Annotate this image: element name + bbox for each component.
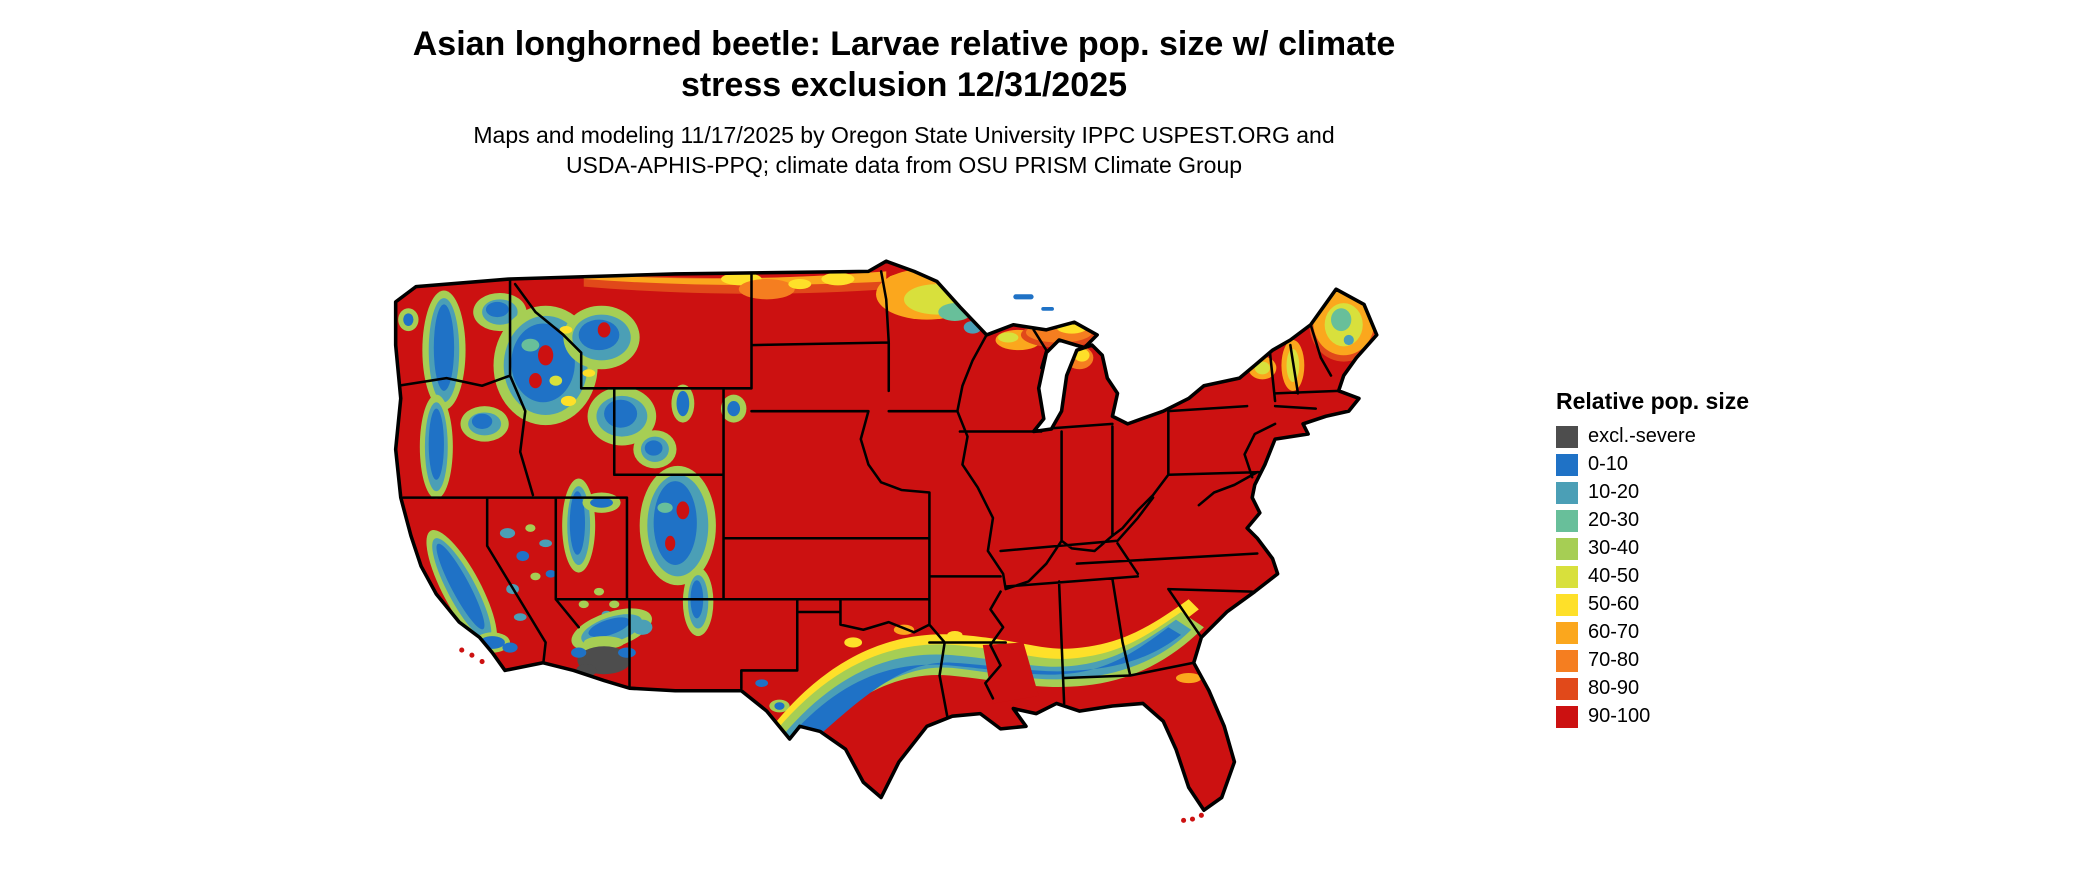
legend-entry-label: 70-80 (1588, 649, 1640, 671)
legend-entry-label: 80-90 (1588, 677, 1640, 699)
subtitle-line-1: Maps and modeling 11/17/2025 by Oregon S… (473, 121, 1335, 148)
legend-entries: excl.-severe 0-10 10-20 20-30 30-40 40-5… (1556, 425, 1806, 728)
legend-entry-label: 10-20 (1588, 481, 1640, 503)
legend-entry-label: 90-100 (1588, 705, 1651, 727)
legend-swatch (1556, 453, 1578, 476)
state-borders (396, 269, 1340, 718)
legend-entry-label: 50-60 (1588, 593, 1640, 615)
legend-swatch (1556, 481, 1578, 504)
legend-entry-label: 60-70 (1588, 621, 1640, 643)
subtitle-line-2: USDA-APHIS-PPQ; climate data from OSU PR… (565, 151, 1243, 178)
legend-swatch (1556, 425, 1578, 448)
legend-entry-label: 20-30 (1588, 509, 1640, 531)
islands (459, 293, 1204, 823)
legend-entry-label: 30-40 (1588, 537, 1640, 559)
national-outline (393, 259, 1379, 812)
page-title: Asian longhorned beetle: Larvae relative… (294, 24, 1514, 107)
header-block: Asian longhorned beetle: Larvae relative… (294, 0, 1514, 181)
legend-entry: 90-100 (1556, 705, 1806, 728)
us-map-svg (393, 259, 1379, 823)
legend-swatch (1556, 621, 1578, 644)
legend-swatch (1556, 509, 1578, 532)
figure: Asian longhorned beetle: Larvae relative… (294, 0, 1806, 884)
legend-entry: excl.-severe (1556, 425, 1806, 448)
legend-swatch (1556, 537, 1578, 560)
legend-entry: 20-30 (1556, 509, 1806, 532)
legend: Relative pop. size excl.-severe 0-10 10-… (1556, 388, 1806, 733)
title-line-1: Asian longhorned beetle: Larvae relative… (412, 25, 1396, 63)
legend-entry: 60-70 (1556, 621, 1806, 644)
legend-entry: 80-90 (1556, 677, 1806, 700)
legend-entry: 30-40 (1556, 537, 1806, 560)
page-subtitle: Maps and modeling 11/17/2025 by Oregon S… (294, 121, 1514, 181)
legend-swatch (1556, 649, 1578, 672)
legend-entry: 50-60 (1556, 593, 1806, 616)
legend-entry: 10-20 (1556, 481, 1806, 504)
map-column: Asian longhorned beetle: Larvae relative… (294, 0, 1514, 884)
legend-entry-label: 40-50 (1588, 565, 1640, 587)
legend-entry: 70-80 (1556, 649, 1806, 672)
legend-swatch (1556, 565, 1578, 588)
legend-swatch (1556, 677, 1578, 700)
legend-entry: 40-50 (1556, 565, 1806, 588)
legend-swatch (1556, 705, 1578, 728)
legend-entry: 0-10 (1556, 453, 1806, 476)
map-raster-patches (398, 268, 1377, 749)
title-line-2: stress exclusion 12/31/2025 (680, 66, 1128, 105)
legend-swatch (1556, 593, 1578, 616)
legend-entry-label: excl.-severe (1588, 425, 1696, 447)
legend-entry-label: 0-10 (1588, 453, 1629, 475)
legend-title: Relative pop. size (1556, 388, 1750, 414)
